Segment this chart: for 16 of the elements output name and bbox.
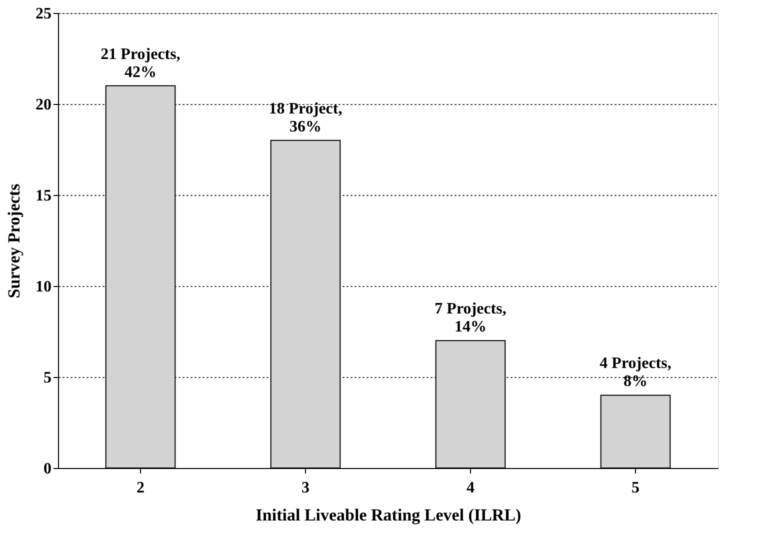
x-tick-label: 2 (136, 480, 144, 496)
y-tick-label: 10 (36, 278, 52, 296)
y-tick-label: 25 (36, 6, 52, 22)
y-tick-label: 15 (36, 188, 52, 204)
y-tick-label: 0 (44, 460, 52, 478)
y-tick-label: 20 (36, 96, 52, 114)
y-axis-title: Survey Projects (4, 183, 24, 298)
x-tick-label: 5 (632, 480, 640, 496)
data-label: 18 Project, 36% (268, 100, 342, 136)
data-label: 4 Projects, 8% (600, 355, 672, 390)
x-tick-label: 4 (466, 480, 474, 496)
x-axis-title: Initial Liveable Rating Level (ILRL) (256, 506, 522, 524)
data-label: 21 Projects, 42% (100, 46, 180, 81)
x-tick-label: 3 (302, 480, 310, 496)
data-label: 7 Projects, 14% (434, 300, 506, 336)
y-tick-label: 5 (44, 370, 52, 386)
